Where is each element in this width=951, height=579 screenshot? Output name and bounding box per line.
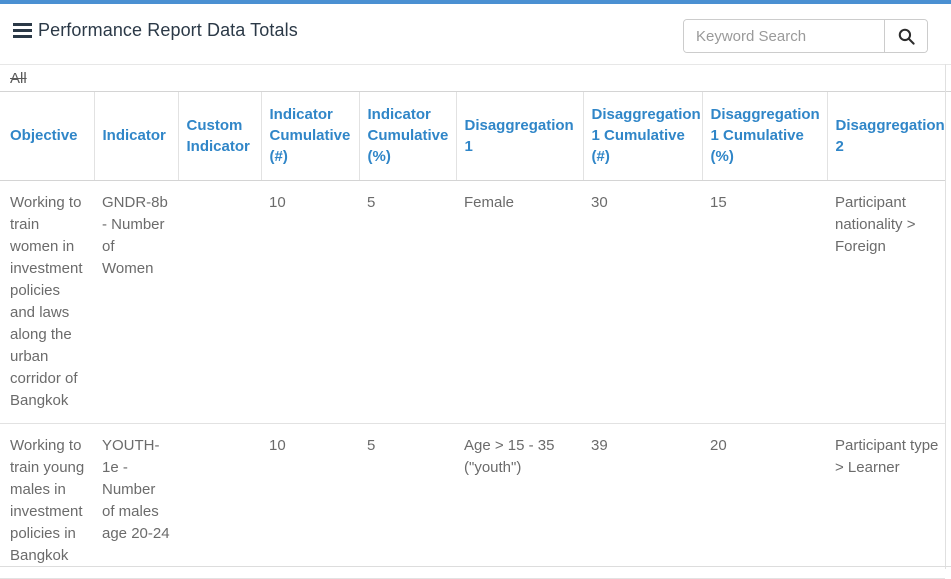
search-button[interactable] — [884, 20, 927, 52]
accent-top-bar — [0, 0, 951, 4]
cell-disaggregation-1-cumulative-pct: 15 — [702, 180, 827, 424]
report-table-wrap: Objective Indicator Custom Indicator Ind… — [0, 91, 951, 579]
search-input[interactable] — [684, 20, 884, 52]
cell-indicator-cumulative-pct: 5 — [359, 180, 456, 424]
cell-indicator-cumulative-num: 10 — [261, 180, 359, 424]
cell-objective: Working to train young males in investme… — [0, 423, 94, 579]
column-header-disaggregation-1-cumulative-num[interactable]: Disaggregation 1 Cumulative (#) — [583, 92, 703, 181]
hamburger-bar — [13, 35, 32, 38]
hamburger-bar — [13, 29, 32, 32]
content-right-border — [945, 64, 946, 569]
column-header-objective[interactable]: Objective — [0, 92, 95, 181]
cell-disaggregation-2: Participant type > Learner — [827, 423, 945, 579]
column-header-disaggregation-2[interactable]: Disaggregation 2 — [827, 92, 945, 181]
filter-bar: All — [0, 64, 951, 91]
page-title: Performance Report Data Totals — [38, 20, 298, 40]
cell-disaggregation-1-cumulative-pct: 20 — [702, 423, 827, 579]
column-header-custom-indicator[interactable]: Custom Indicator — [178, 92, 262, 181]
cell-indicator-cumulative-pct: 5 — [359, 423, 456, 579]
table-header-row: Objective Indicator Custom Indicator Ind… — [0, 92, 945, 181]
content-bottom-border — [0, 566, 951, 567]
hamburger-menu-icon[interactable] — [13, 23, 32, 38]
column-header-disaggregation-1[interactable]: Disaggregation 1 — [456, 92, 584, 181]
cell-disaggregation-1: Female — [456, 180, 583, 424]
cell-indicator: YOUTH-1e - Number of males age 20-24 — [94, 423, 178, 579]
cell-disaggregation-1-cumulative-num: 30 — [583, 180, 702, 424]
filter-all-link[interactable]: All — [10, 69, 27, 87]
search-group — [683, 19, 928, 53]
cell-disaggregation-1: Age > 15 - 35 ("youth") — [456, 423, 583, 579]
cell-custom-indicator — [178, 180, 261, 424]
column-header-disaggregation-1-cumulative-pct[interactable]: Disaggregation 1 Cumulative (%) — [702, 92, 828, 181]
cell-objective: Working to train women in investment pol… — [0, 180, 94, 424]
cell-indicator: GNDR-8b - Number of Women — [94, 180, 178, 424]
cell-custom-indicator — [178, 423, 261, 579]
cell-disaggregation-2: Participant nationality > Foreign — [827, 180, 945, 424]
cell-indicator-cumulative-num: 10 — [261, 423, 359, 579]
report-table: Objective Indicator Custom Indicator Ind… — [0, 92, 945, 579]
hamburger-bar — [13, 23, 32, 26]
column-header-indicator[interactable]: Indicator — [94, 92, 179, 181]
cell-disaggregation-1-cumulative-num: 39 — [583, 423, 702, 579]
magnifier-icon — [897, 27, 916, 46]
app-bar: Performance Report Data Totals — [0, 4, 951, 64]
table-row: Working to train women in investment pol… — [0, 180, 945, 424]
column-header-indicator-cumulative-num[interactable]: Indicator Cumulative (#) — [261, 92, 360, 181]
table-row: Working to train young males in investme… — [0, 423, 945, 579]
column-header-indicator-cumulative-pct[interactable]: Indicator Cumulative (%) — [359, 92, 457, 181]
